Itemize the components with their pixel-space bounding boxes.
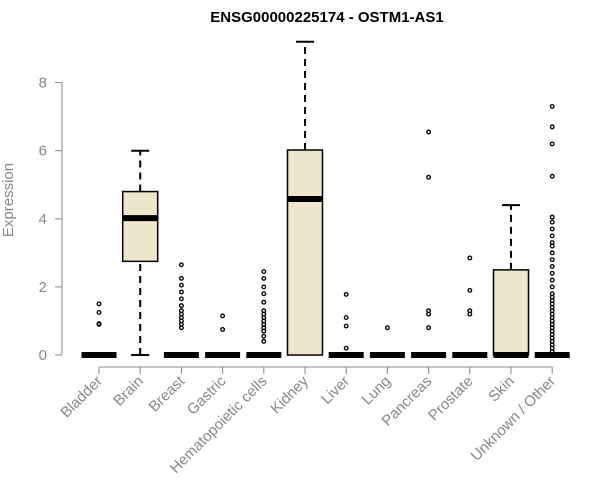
box-1 — [121, 149, 159, 356]
box-body — [286, 149, 324, 356]
box-2 — [163, 262, 199, 358]
outlier-point — [549, 291, 555, 297]
outlier-point — [343, 323, 349, 329]
box-6 — [328, 291, 364, 358]
outlier-point — [343, 315, 349, 320]
x-tick-label-2: Breast — [146, 372, 189, 415]
outlier-point — [178, 296, 184, 302]
outlier-point — [549, 257, 555, 263]
outlier-point — [549, 124, 555, 130]
outlier-point — [549, 103, 555, 109]
outlier-point — [426, 129, 432, 135]
box-4 — [246, 269, 282, 358]
outlier-point — [343, 345, 349, 351]
outlier-point — [261, 333, 267, 339]
outlier-point — [549, 226, 555, 232]
outlier-point — [178, 308, 184, 314]
outlier-point — [467, 308, 473, 314]
outlier-point — [261, 291, 267, 297]
x-tick-label-6: Liver — [318, 373, 353, 408]
box-3 — [205, 313, 241, 358]
outlier-point — [426, 308, 432, 314]
outlier-point — [467, 287, 473, 293]
outlier-point — [261, 284, 267, 290]
box-11 — [534, 103, 570, 358]
box-7 — [369, 325, 405, 358]
outlier-point — [261, 308, 267, 314]
y-tick-label-4: 8 — [39, 75, 47, 92]
outlier-point — [549, 219, 555, 225]
outlier-point — [220, 313, 226, 319]
box-9 — [452, 255, 488, 358]
chart-title: ENSG00000225174 - OSTM1-AS1 — [210, 9, 443, 26]
y-tick-label-1: 2 — [39, 279, 47, 296]
box-0 — [81, 301, 117, 358]
x-tick-label-1: Brain — [110, 373, 147, 410]
outlier-point — [96, 301, 102, 307]
outlier-point — [384, 325, 390, 331]
outlier-point — [467, 255, 473, 261]
outlier-point — [549, 214, 555, 220]
outlier-point — [261, 275, 267, 281]
y-tick-label-0: 0 — [39, 347, 47, 364]
y-tick-label-3: 6 — [39, 143, 47, 160]
y-axis: 0 2 4 6 8 — [39, 75, 63, 364]
boxes-layer — [81, 40, 570, 358]
outlier-point — [178, 275, 184, 281]
box-body — [121, 190, 159, 263]
box-10 — [492, 204, 530, 358]
outlier-point — [96, 309, 102, 315]
box-body — [492, 269, 530, 356]
outlier-point — [549, 284, 555, 290]
outlier-point — [178, 282, 184, 288]
outlier-point — [96, 321, 102, 327]
outlier-point — [426, 325, 432, 331]
outlier-point — [261, 338, 267, 344]
x-tick-label-5: Kidney — [267, 372, 312, 417]
outlier-point — [343, 291, 349, 297]
box-8 — [411, 129, 447, 358]
outlier-point — [178, 289, 184, 295]
outlier-point — [549, 264, 555, 269]
outlier-point — [549, 250, 555, 256]
x-tick-label-10: Skin — [485, 373, 518, 406]
outlier-point — [549, 141, 555, 147]
outlier-point — [549, 270, 555, 276]
outlier-point — [220, 327, 226, 332]
outlier-point — [549, 240, 555, 246]
outlier-point — [178, 262, 184, 268]
outlier-point — [549, 277, 555, 283]
x-tick-label-7: Lung — [359, 373, 395, 409]
x-tick-label-0: Bladder — [57, 373, 106, 422]
y-tick-label-2: 4 — [39, 211, 47, 228]
outlier-point — [178, 303, 184, 309]
outlier-point — [549, 173, 555, 179]
outlier-point — [261, 299, 267, 305]
outlier-point — [549, 233, 555, 239]
outlier-point — [426, 174, 432, 180]
y-axis-label: Expression — [0, 163, 17, 237]
box-5 — [286, 40, 324, 356]
outlier-point — [261, 269, 267, 275]
x-tick-label-9: Prostate — [425, 373, 477, 425]
